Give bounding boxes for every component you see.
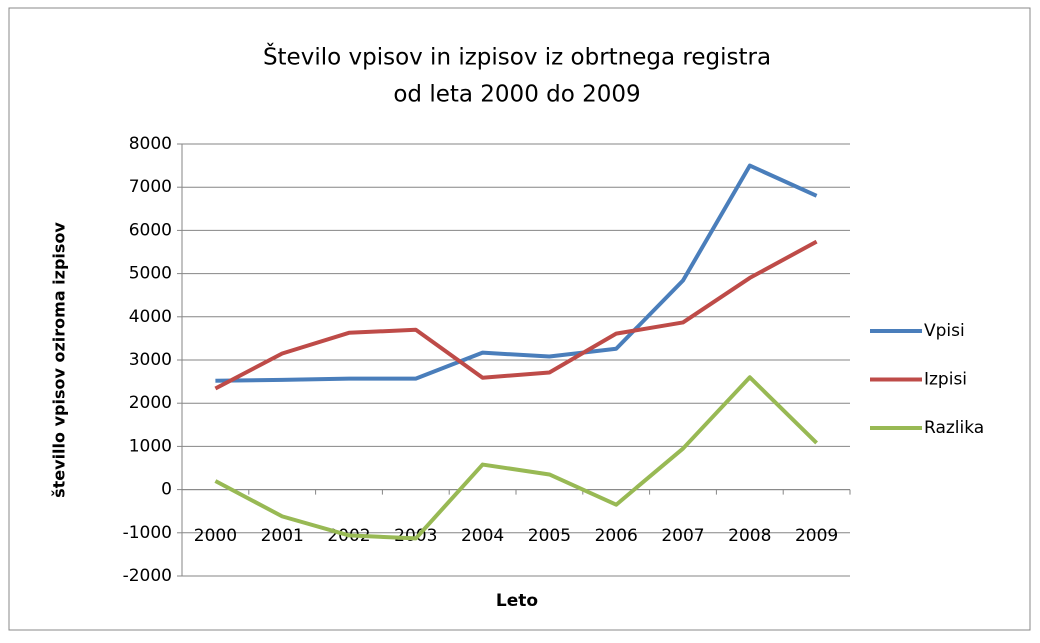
series-line [215,163,818,383]
chart-title: od leta 2000 do 2009 [393,82,640,108]
x-tick-label: 2004 [461,526,504,546]
series-line [214,375,819,541]
y-tick-label: 3000 [129,350,172,370]
x-tick-label: 2005 [528,526,571,546]
y-tick-label: 5000 [129,264,172,284]
y-tick-label: 7000 [129,177,172,197]
y-tick-label: 6000 [129,220,172,240]
y-tick-label: 1000 [129,436,172,456]
x-tick-label: 2007 [661,526,704,546]
x-tick-label: 2009 [795,526,838,546]
legend-label: Vpisi [924,321,965,341]
x-tick-label: 2001 [261,526,304,546]
series-line [214,239,818,391]
y-tick-label: 8000 [129,134,172,154]
x-tick-label: 2000 [194,526,237,546]
y-tick-label: -1000 [123,523,172,543]
x-tick-label: 2006 [595,526,638,546]
chart-title: Število vpisov in izpisov iz obrtnega re… [263,43,771,71]
y-tick-label: 4000 [129,307,172,327]
x-tick-label: 2008 [728,526,771,546]
x-axis-label: Leto [496,591,538,611]
legend-label: Izpisi [924,370,967,390]
y-tick-label: 0 [161,480,172,500]
y-tick-label: -2000 [123,566,172,586]
y-tick-label: 2000 [129,393,172,413]
legend-label: Razlika [924,418,984,438]
chart-border [8,7,1031,631]
y-axis-label: števillo vpisov oziroma izpisov [50,222,69,498]
